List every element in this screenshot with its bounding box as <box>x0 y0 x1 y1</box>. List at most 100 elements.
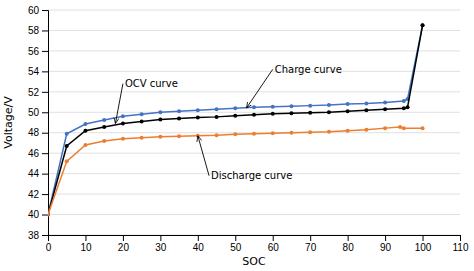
annotation-arrow <box>198 136 209 176</box>
tick: 50 <box>230 235 242 253</box>
tick-mark <box>42 194 48 195</box>
point <box>346 102 350 106</box>
point <box>233 132 237 136</box>
tick: 100 <box>415 235 432 253</box>
point <box>398 125 402 129</box>
series-group <box>48 23 425 216</box>
series-markers <box>48 23 425 216</box>
point <box>271 112 275 116</box>
tick: 46 <box>28 148 48 159</box>
point <box>271 131 275 135</box>
tick: 40 <box>193 235 205 253</box>
point <box>327 110 331 114</box>
tick-label: 58 <box>28 25 40 36</box>
tick: 70 <box>305 235 317 253</box>
tick: 40 <box>28 209 48 220</box>
point <box>327 103 331 107</box>
tick-label: 110 <box>453 242 469 253</box>
annotation-arrow <box>247 69 273 108</box>
point <box>196 108 200 112</box>
series-line <box>48 25 423 214</box>
tick-label: 20 <box>118 242 130 253</box>
point <box>308 104 312 108</box>
axis-line <box>42 11 49 236</box>
tick: 60 <box>28 5 48 16</box>
point <box>65 144 69 148</box>
tick-label: 46 <box>28 148 40 159</box>
point <box>308 130 312 134</box>
point <box>48 213 50 217</box>
point <box>65 159 69 163</box>
point <box>252 105 256 109</box>
tick-mark <box>42 71 48 72</box>
annotation: Discharge curve <box>211 170 292 181</box>
point <box>383 107 387 111</box>
annotation: Charge curve <box>275 64 342 75</box>
point <box>83 143 87 147</box>
point <box>327 130 331 134</box>
annotation: OCV curve <box>125 78 178 89</box>
point <box>252 113 256 117</box>
series-line <box>48 127 423 214</box>
tick-label: 44 <box>28 168 40 179</box>
tick-mark <box>235 235 236 241</box>
tick-mark <box>42 51 48 52</box>
point <box>271 105 275 109</box>
grid-line <box>48 153 460 154</box>
point <box>402 99 406 103</box>
tick-label: 90 <box>380 242 392 253</box>
point <box>421 23 425 27</box>
tick-mark <box>42 30 48 31</box>
series-line <box>48 25 423 214</box>
point <box>196 115 200 119</box>
tick: 52 <box>28 87 48 98</box>
point <box>421 126 425 130</box>
point <box>421 23 425 27</box>
point <box>177 134 181 138</box>
series-markers <box>48 23 425 216</box>
point <box>215 107 219 111</box>
tick-mark <box>42 153 48 154</box>
grid-line <box>48 91 460 92</box>
plot: 0102030405060708090100110384042444648505… <box>28 5 469 253</box>
tick-label: 0 <box>46 242 52 253</box>
point <box>121 114 125 118</box>
point <box>48 213 50 217</box>
tick-mark <box>348 235 349 241</box>
point <box>289 111 293 115</box>
tick-label: 60 <box>28 5 40 16</box>
point <box>65 132 69 136</box>
tick-mark <box>42 174 48 175</box>
tick: 48 <box>28 127 48 138</box>
point <box>140 119 144 123</box>
point <box>215 115 219 119</box>
series-markers <box>48 125 425 216</box>
grid-line <box>48 71 460 72</box>
tick: 90 <box>380 235 392 253</box>
grid-line <box>48 30 460 31</box>
grid-line <box>48 214 460 215</box>
point <box>158 117 162 121</box>
tick-mark <box>42 235 48 236</box>
tick: 42 <box>28 189 48 200</box>
point <box>83 122 87 126</box>
grid-line <box>48 50 460 51</box>
point <box>102 125 106 129</box>
tick-label: 80 <box>343 242 355 253</box>
tick: 60 <box>268 235 280 253</box>
annotation-arrow <box>115 84 122 124</box>
tick: 38 <box>28 230 48 241</box>
point <box>406 105 410 109</box>
tick-label: 40 <box>28 209 40 220</box>
point <box>233 114 237 118</box>
point <box>158 135 162 139</box>
tick: 44 <box>28 168 48 179</box>
point <box>48 213 50 217</box>
tick-mark <box>42 10 48 11</box>
tick-mark <box>160 235 161 241</box>
point <box>383 101 387 105</box>
point <box>83 129 87 133</box>
tick-mark <box>42 133 48 134</box>
tick-label: 50 <box>230 242 242 253</box>
tick-label: 70 <box>305 242 317 253</box>
